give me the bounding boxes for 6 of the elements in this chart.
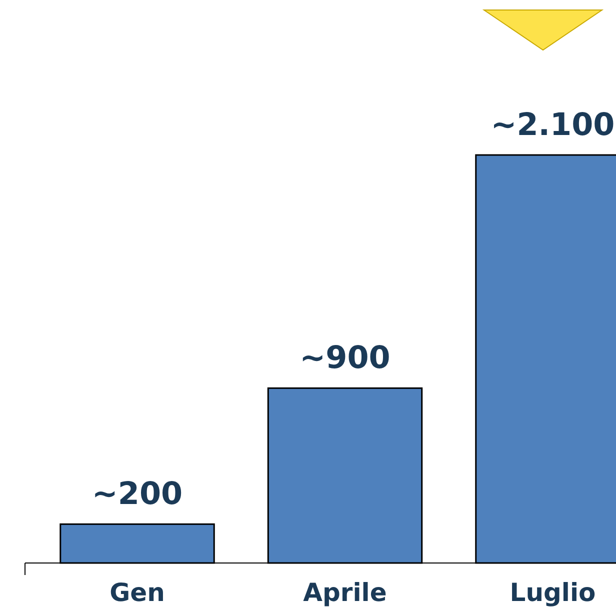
- data-label: ~200: [92, 476, 183, 512]
- x-tick-label: Gen: [110, 578, 165, 607]
- x-tick-label: Luglio: [510, 578, 596, 607]
- data-label: ~900: [300, 340, 390, 376]
- data-label: ~2.100: [490, 107, 615, 143]
- x-tick-label: Aprile: [303, 578, 387, 607]
